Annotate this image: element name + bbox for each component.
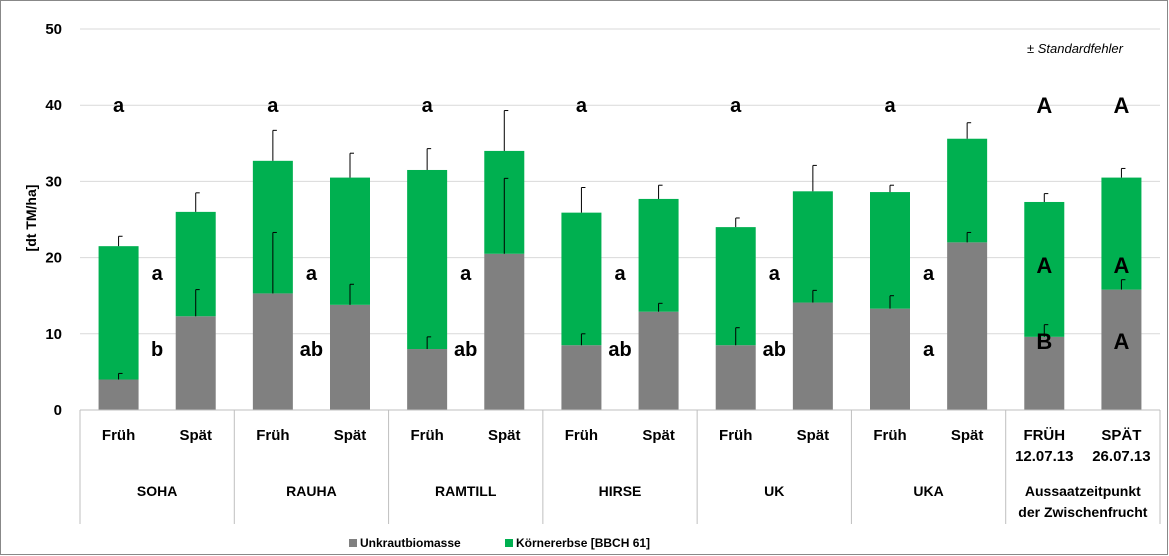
bar-pea [98,246,139,380]
bar-weed [330,304,370,410]
y-axis-label: [dt TM/ha] [23,185,39,252]
bar-pea [947,138,988,243]
bar-weed [870,308,910,410]
x-category-label: Spät [642,427,675,444]
significance-letter-pea: A [1113,253,1129,278]
significance-letter-total: a [267,95,279,117]
y-tick-label: 10 [45,326,62,343]
significance-letter-weed: A [1113,329,1129,354]
x-category-label: Spät [488,427,521,444]
bar-weed [484,253,525,410]
bar-weed [98,379,139,410]
legend-swatch-weed [349,539,357,547]
significance-letter-total: a [422,95,434,117]
x-group-label: RAMTILL [435,483,497,499]
significance-letter-pea: A [1036,253,1052,278]
bar-pea [330,177,370,305]
x-group-label: UK [764,483,784,499]
legend-swatch-pea [505,539,513,547]
significance-letter-total: a [113,95,125,117]
x-category-label: FRÜH [1023,427,1065,444]
legend-label-pea: Körnererbse [BBCH 61] [516,536,650,550]
x-category-label: Früh [102,427,135,444]
significance-letter-pea: a [306,263,318,285]
significance-letter-weed: b [151,339,163,361]
bar-weed [252,293,293,410]
std-error-note: ± Standardfehler [1027,41,1124,56]
bar-weed [561,345,602,410]
x-category-label: Spät [179,427,212,444]
significance-letter-weed: a [923,339,935,361]
x-category-label: Früh [565,427,598,444]
x-category-label: Früh [256,427,289,444]
legend: Unkrautbiomasse Körnererbse [BBCH 61] [349,536,650,550]
x-group-label: UKA [913,483,943,499]
x-category-label: SPÄT [1101,427,1141,444]
y-tick-label: 20 [45,250,62,267]
x-category-label: Spät [797,427,830,444]
bar-pea [638,198,679,312]
legend-label-weed: Unkrautbiomasse [360,536,461,550]
significance-letter-pea: a [152,263,164,285]
significance-letter-pea: a [460,263,472,285]
bar-weed [947,242,988,410]
significance-letter-pea: a [769,263,781,285]
significance-letter-weed: ab [454,339,477,361]
significance-letter-total: A [1113,93,1129,118]
significance-letter-weed: ab [763,339,786,361]
bar-pea [1024,201,1065,337]
significance-letter-total: a [576,95,588,117]
bar-pea [792,191,833,303]
bar-weed [715,345,756,410]
y-tick-label: 40 [45,97,62,114]
significance-letter-total: A [1036,93,1052,118]
bar-weed [1024,336,1065,410]
x-group-label: Aussaatzeitpunkt [1025,483,1141,499]
y-tick-label: 50 [45,21,62,38]
bar-weed [1101,289,1142,410]
x-category-label: Früh [873,427,906,444]
significance-letter-total: a [884,95,896,117]
significance-letter-weed: ab [300,339,323,361]
significance-letter-pea: a [614,263,626,285]
x-category-label: Spät [951,427,984,444]
x-category-date-label: 12.07.13 [1015,448,1073,465]
bar-weed [407,349,448,410]
y-tick-label: 0 [54,402,62,419]
significance-letter-weed: ab [608,339,631,361]
x-group-label-line2: der Zwischenfrucht [1018,504,1147,520]
x-group-label: HIRSE [599,483,642,499]
significance-letter-weed: B [1036,329,1052,354]
bar-pea [870,192,910,309]
significance-letter-total: a [730,95,742,117]
bar-weed [175,316,216,410]
x-group-label: RAUHA [286,483,337,499]
bar-pea [1101,177,1142,290]
x-category-label: Früh [410,427,443,444]
bar-weed [792,302,833,410]
bar-pea [715,227,756,346]
x-category-label: Früh [719,427,752,444]
bar-weed [638,311,679,410]
y-tick-label: 30 [45,173,62,190]
x-category-date-label: 26.07.13 [1092,448,1150,465]
bar-pea [407,169,448,350]
x-category-label: Spät [334,427,367,444]
significance-letter-pea: a [923,263,935,285]
x-group-label: SOHA [137,483,177,499]
bar-pea [561,212,602,346]
